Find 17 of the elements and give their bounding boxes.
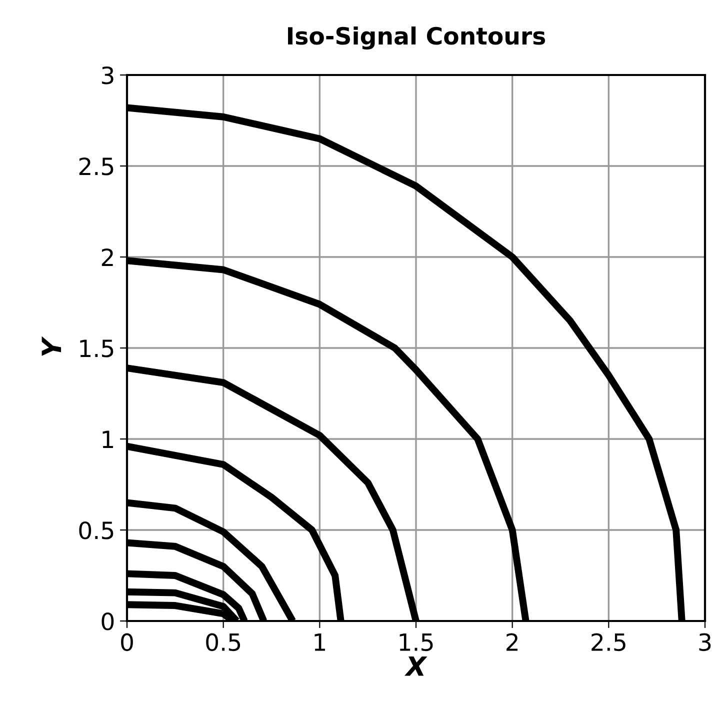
x-tick-label: 2 [506,633,518,651]
x-tick-label: 0.5 [206,633,240,652]
y-tick-label: 1.5 [80,340,114,358]
x-tick-label: 0 [121,633,133,652]
y-tick-label: 3 [102,66,114,84]
y-tick-label: 2 [102,248,113,266]
x-axis-title: X [404,656,428,676]
y-tick-label: 0.5 [79,521,114,540]
y-tick-label: 2.5 [79,157,114,176]
x-tick-label: 1 [314,634,325,651]
y-tick-label: 0 [102,612,114,630]
y-axis-title: Y [42,336,62,356]
x-tick-label: 3 [699,633,711,652]
x-tick-label: 1.5 [400,634,433,652]
y-tick-label: 1 [102,430,114,448]
chart-title: Iso-Signal Contours [288,26,546,50]
x-tick-label: 2.5 [592,633,626,652]
